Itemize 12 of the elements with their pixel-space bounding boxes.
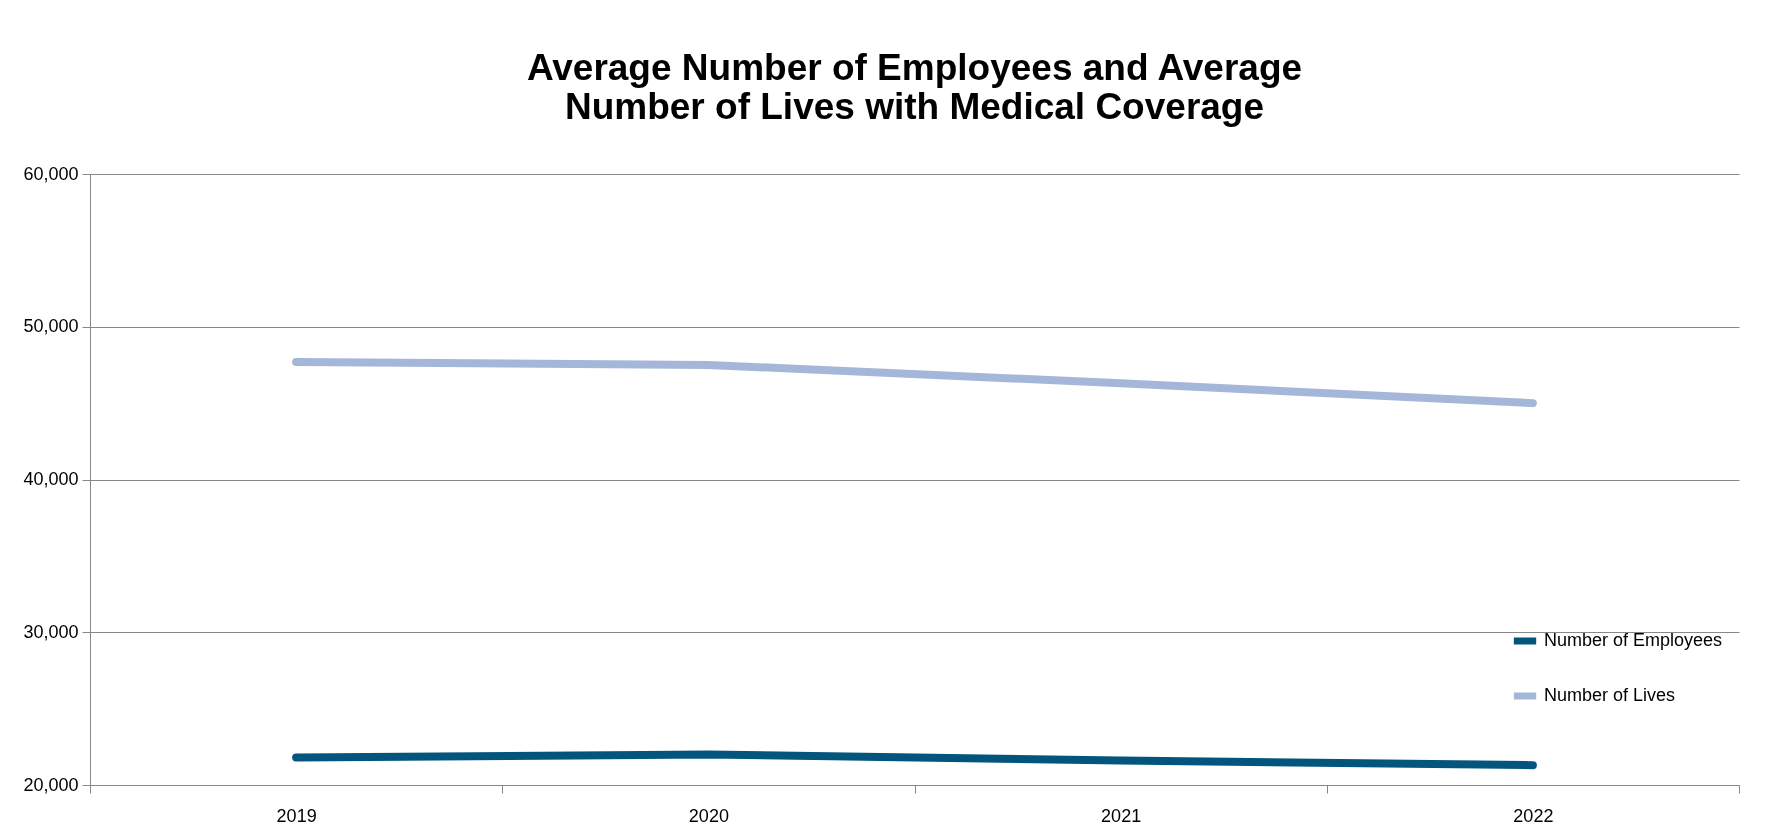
x-tick-label: 2019 [276,805,317,826]
legend-label: Number of Lives [1544,685,1676,705]
x-tick-label: 2021 [1101,805,1142,826]
y-tick-label: 20,000 [23,774,79,795]
y-tick-label: 60,000 [23,163,79,184]
y-tick-label: 30,000 [23,621,79,642]
legend-label: Number of Employees [1544,630,1723,650]
x-tick-label: 2020 [688,805,729,826]
x-tick-label: 2022 [1513,805,1554,826]
chart-title: Average Number of Employees and Average Number of Lives with Medical Coverage [526,47,1303,127]
y-tick-label: 50,000 [23,316,79,337]
y-tick-label: 40,000 [23,469,79,489]
